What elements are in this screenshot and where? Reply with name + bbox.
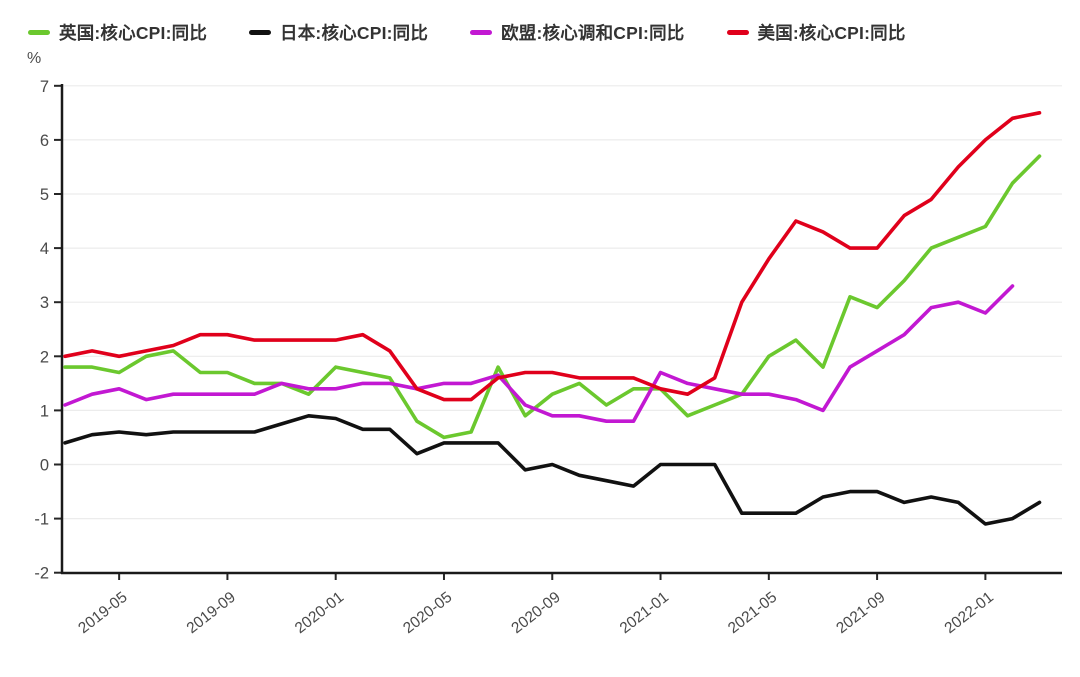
legend-label-japan: 日本:核心CPI:同比 [280,23,429,43]
svg-text:2021-09: 2021-09 [833,589,888,637]
svg-text:-1: -1 [34,511,49,529]
legend-item-japan: 日本:核心CPI:同比 [249,20,428,45]
legend-label-us: 美国:核心CPI:同比 [757,23,906,43]
svg-text:2020-09: 2020-09 [508,589,563,637]
legend-item-uk: 英国:核心CPI:同比 [28,20,207,45]
japan-series-swatch-icon [249,30,272,35]
legend-label-uk: 英国:核心CPI:同比 [59,23,208,43]
svg-text:2019-09: 2019-09 [184,589,239,637]
svg-text:2021-01: 2021-01 [617,589,672,637]
svg-text:6: 6 [40,132,49,150]
svg-text:2022-01: 2022-01 [942,589,997,637]
svg-text:2: 2 [40,348,49,366]
legend-item-us: 美国:核心CPI:同比 [726,20,906,45]
svg-text:2019-05: 2019-05 [75,589,130,637]
chart-legend: 英国:核心CPI:同比 日本:核心CPI:同比 欧盟:核心调和CPI:同比 美国… [28,20,906,45]
svg-text:1: 1 [40,402,49,420]
uk-series-swatch-icon [28,30,50,35]
svg-text:2020-05: 2020-05 [400,589,455,637]
us-series-swatch-icon [726,30,749,35]
svg-text:2021-05: 2021-05 [725,589,780,637]
legend-label-eu: 欧盟:核心调和CPI:同比 [501,23,685,43]
y-axis-unit-label: % [27,50,42,67]
svg-text:0: 0 [40,457,49,475]
svg-text:4: 4 [40,240,49,258]
eu-series-swatch-icon [470,30,493,35]
svg-text:5: 5 [40,186,49,204]
svg-text:3: 3 [40,294,49,312]
svg-text:7: 7 [40,78,49,96]
svg-text:-2: -2 [34,565,49,583]
svg-text:2020-01: 2020-01 [292,589,347,637]
legend-item-eu: 欧盟:核心调和CPI:同比 [470,20,684,45]
